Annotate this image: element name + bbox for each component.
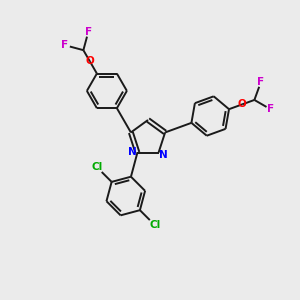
- Text: F: F: [85, 27, 92, 37]
- Text: N: N: [159, 150, 168, 160]
- Text: Cl: Cl: [149, 220, 160, 230]
- Text: F: F: [267, 104, 274, 114]
- Text: F: F: [61, 40, 69, 50]
- Text: N: N: [128, 147, 137, 157]
- Text: Cl: Cl: [91, 162, 102, 172]
- Text: F: F: [257, 77, 265, 87]
- Text: O: O: [238, 99, 247, 110]
- Text: O: O: [85, 56, 94, 66]
